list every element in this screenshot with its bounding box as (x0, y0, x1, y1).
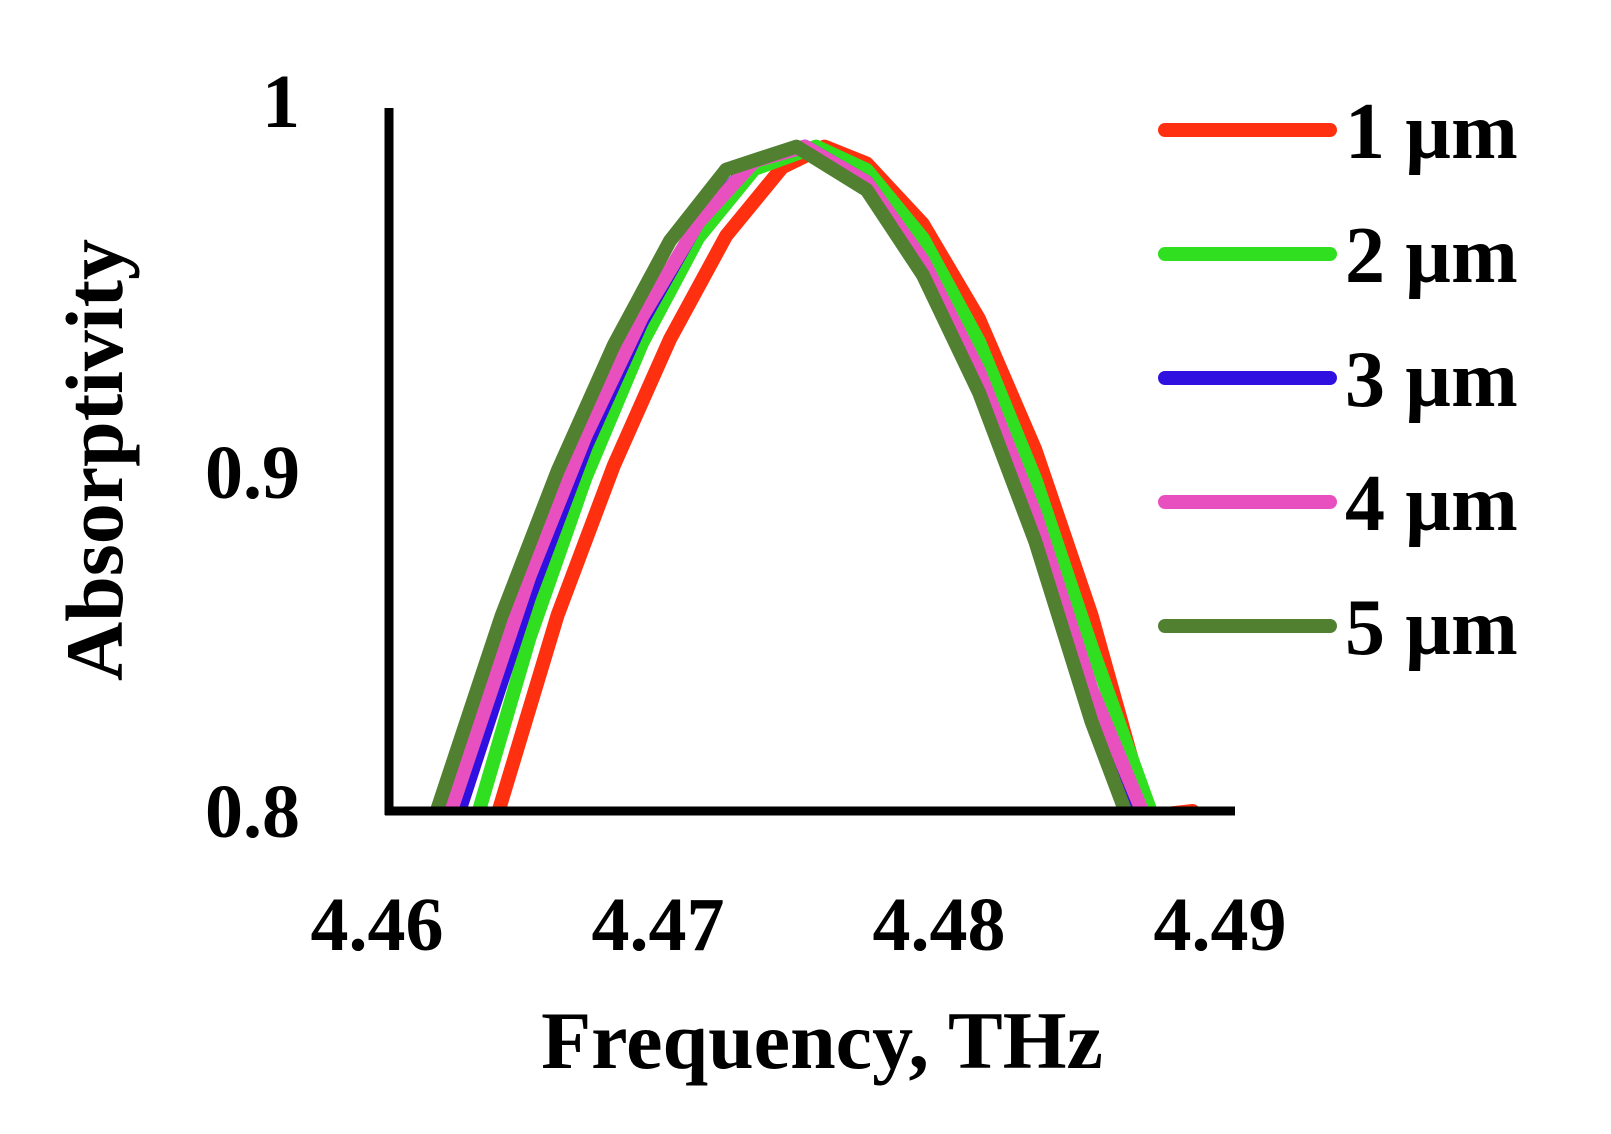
series-line-5 (429, 139, 1133, 810)
x-tick-label: 4.47 (592, 883, 725, 967)
y-tick-labels: 0.8 0.9 1 (205, 60, 300, 854)
legend-label-5: 5 µm (1345, 584, 1518, 672)
x-tick-label: 4.48 (873, 883, 1006, 967)
legend-label-2: 2 µm (1345, 212, 1518, 300)
series-layer (429, 139, 1200, 810)
x-tick-labels: 4.46 4.47 4.48 4.49 (311, 883, 1287, 967)
x-axis-title: Frequency, THz (541, 995, 1103, 1086)
legend-label-3: 3 µm (1345, 336, 1518, 424)
y-tick-label: 0.9 (205, 431, 300, 515)
x-tick-label: 4.46 (311, 883, 444, 967)
legend-label-1: 1 µm (1345, 88, 1518, 176)
x-tick-label: 4.49 (1154, 883, 1287, 967)
legend-label-4: 4 µm (1345, 460, 1518, 548)
y-axis-title: Absorptivity (49, 239, 140, 681)
y-tick-label: 1 (262, 60, 300, 144)
y-tick-label: 0.8 (205, 770, 300, 854)
legend: 1 µm 2 µm 3 µm 4 µm 5 µm (1158, 88, 1518, 672)
